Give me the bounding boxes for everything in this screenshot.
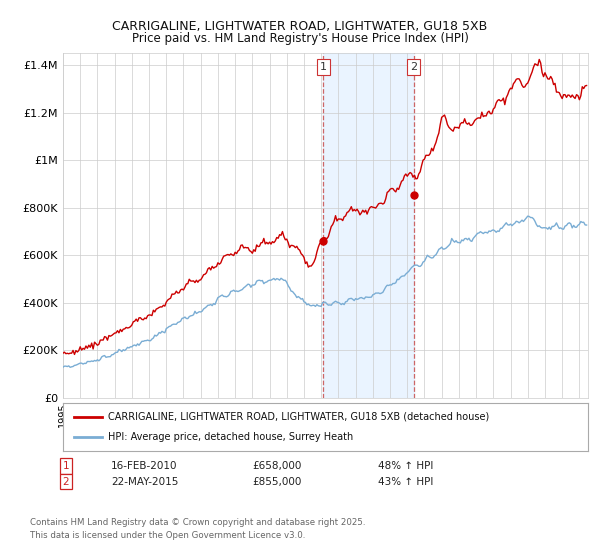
- Text: CARRIGALINE, LIGHTWATER ROAD, LIGHTWATER, GU18 5XB: CARRIGALINE, LIGHTWATER ROAD, LIGHTWATER…: [112, 20, 488, 32]
- Text: CARRIGALINE, LIGHTWATER ROAD, LIGHTWATER, GU18 5XB (detached house): CARRIGALINE, LIGHTWATER ROAD, LIGHTWATER…: [107, 412, 489, 422]
- Text: 48% ↑ HPI: 48% ↑ HPI: [378, 461, 433, 471]
- Text: 22-MAY-2015: 22-MAY-2015: [111, 477, 178, 487]
- Text: £855,000: £855,000: [252, 477, 301, 487]
- Text: Price paid vs. HM Land Registry's House Price Index (HPI): Price paid vs. HM Land Registry's House …: [131, 32, 469, 45]
- Bar: [323, 53, 414, 398]
- Text: 2: 2: [410, 62, 418, 72]
- Text: 2: 2: [62, 477, 70, 487]
- Text: Contains HM Land Registry data © Crown copyright and database right 2025.
This d: Contains HM Land Registry data © Crown c…: [30, 519, 365, 540]
- Text: 1: 1: [320, 62, 327, 72]
- Text: 43% ↑ HPI: 43% ↑ HPI: [378, 477, 433, 487]
- Text: 16-FEB-2010: 16-FEB-2010: [111, 461, 178, 471]
- Text: 1: 1: [62, 461, 70, 471]
- Text: £658,000: £658,000: [252, 461, 301, 471]
- Text: HPI: Average price, detached house, Surrey Heath: HPI: Average price, detached house, Surr…: [107, 432, 353, 442]
